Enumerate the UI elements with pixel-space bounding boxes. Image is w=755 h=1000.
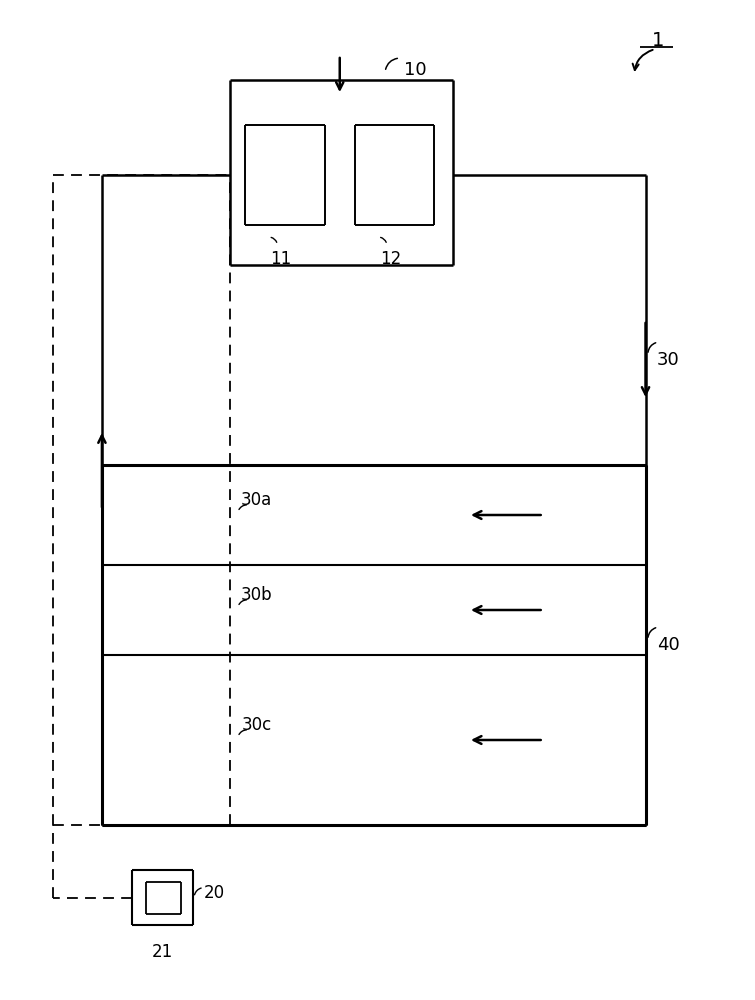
Text: 40: 40 (657, 636, 680, 654)
Text: 21: 21 (152, 943, 173, 961)
Text: 30a: 30a (241, 491, 273, 509)
Text: 30: 30 (657, 351, 680, 369)
Text: 30b: 30b (241, 586, 273, 604)
Text: 12: 12 (380, 250, 402, 268)
Text: 30c: 30c (242, 716, 272, 734)
Text: 20: 20 (204, 884, 225, 902)
Text: 10: 10 (404, 61, 427, 79)
Text: 1: 1 (652, 30, 664, 49)
Text: 11: 11 (270, 250, 292, 268)
